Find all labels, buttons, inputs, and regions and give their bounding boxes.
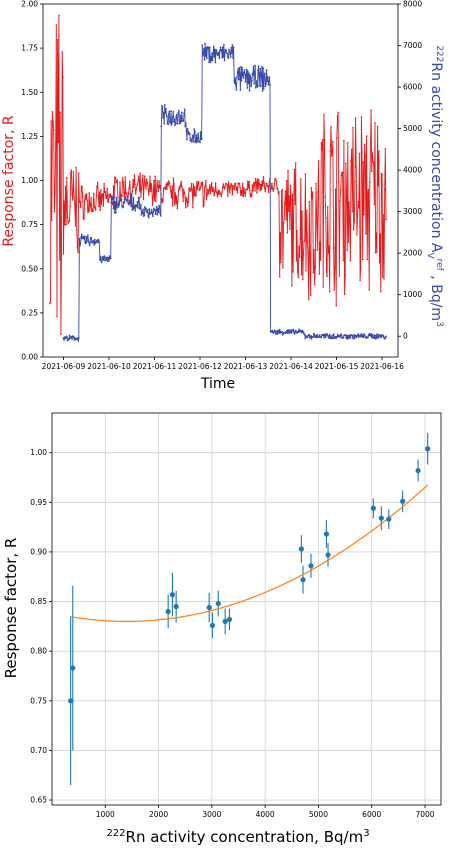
left-tick-label: 1.75: [21, 44, 38, 53]
data-point: [209, 622, 215, 628]
x-tick-label: 6000: [362, 810, 381, 819]
data-point: [386, 516, 392, 522]
data-point: [400, 498, 406, 504]
left-tick-label: 1.25: [21, 132, 38, 141]
y-tick-label: 0.80: [30, 647, 47, 656]
bottom-y-axis-label: Response factor, R: [2, 538, 20, 679]
top-right-axis: 0 1000 2000 3000 4000 5000 6000 7000 8000: [398, 0, 422, 341]
left-tick-label: 0.00: [21, 353, 38, 362]
data-point: [215, 600, 221, 607]
response-factor-series: [49, 14, 387, 335]
left-tick-label: 0.50: [21, 264, 38, 273]
data-point: [415, 467, 421, 474]
left-tick-label: 1.50: [21, 88, 38, 97]
top-right-axis-label: 222Rn activity concentration AVref , Bq/…: [425, 45, 444, 327]
data-point: [173, 603, 179, 610]
data-point: [226, 616, 233, 623]
x-tick-label: 2021-06-13: [224, 362, 268, 371]
y-tick-label: 0.65: [30, 796, 47, 805]
quadratic-fit-line: [70, 484, 429, 622]
y-tick-label: 1.00: [30, 448, 47, 457]
y-tick-label: 0.75: [30, 696, 47, 705]
calibration-scatter-chart: 1000 2000 3000 4000 5000 6000 7000 0.65 0.70 0.7…: [2, 412, 442, 846]
data-point: [70, 665, 76, 671]
x-tick-label: 7000: [415, 810, 434, 819]
x-tick-label: 2021-06-16: [360, 362, 404, 371]
left-tick-label: 0.75: [21, 220, 38, 229]
data-point: [370, 505, 376, 511]
data-point: [323, 531, 330, 537]
data-point: [298, 546, 304, 552]
data-point: [300, 577, 306, 583]
response-factor-markers: [49, 14, 387, 335]
data-point: [169, 592, 176, 598]
bottom-y-axis: 0.65 0.70 0.75 0.80 0.85 0.90 0.95 1.00: [30, 448, 52, 805]
right-tick-label: 3000: [403, 207, 422, 216]
x-tick-label: 2021-06-10: [87, 362, 131, 371]
data-point: [206, 604, 212, 611]
top-x-axis-label: Time: [200, 376, 235, 392]
right-tick-label: 6000: [403, 83, 422, 92]
x-tick-label: 2021-06-15: [315, 362, 359, 371]
data-point: [68, 698, 74, 704]
time-series-chart: 0.00 0.25 0.50 0.75 1.00 1.25 1.50 1.75 2.00 0 10…: [1, 0, 444, 392]
right-tick-label: 0: [403, 332, 408, 341]
x-tick-label: 2000: [149, 810, 168, 819]
right-tick-label: 2000: [403, 249, 422, 258]
radon-concentration-line: [63, 43, 387, 343]
right-tick-label: 5000: [403, 124, 422, 133]
top-plot-frame: [42, 3, 399, 358]
x-tick-label: 2021-06-14: [269, 362, 313, 371]
top-left-axis: 0.00 0.25 0.50 0.75 1.00 1.25 1.50 1.75 2.00: [21, 0, 43, 362]
x-tick-label: 2021-06-09: [42, 362, 86, 371]
data-point: [425, 446, 431, 452]
bottom-x-axis: 1000 2000 3000 4000 5000 6000 7000: [96, 805, 435, 819]
data-point: [325, 552, 331, 558]
right-tick-label: 4000: [403, 166, 422, 175]
y-tick-label: 0.70: [30, 746, 47, 755]
right-tick-label: 7000: [403, 41, 422, 50]
y-tick-label: 0.95: [30, 498, 47, 507]
top-x-axis: 2021-06-09 2021-06-10 2021-06-11 2021-06-12…: [42, 357, 404, 371]
x-tick-label: 3000: [202, 810, 221, 819]
x-tick-label: 2021-06-11: [133, 362, 177, 371]
data-point: [308, 563, 314, 569]
x-tick-label: 5000: [309, 810, 328, 819]
x-tick-label: 1000: [96, 810, 115, 819]
bottom-plot-frame: [51, 412, 442, 806]
radon-concentration-series: [62, 42, 388, 343]
bottom-plot-background: [52, 413, 441, 805]
right-tick-label: 1000: [403, 290, 422, 299]
right-tick-label: 8000: [403, 0, 422, 9]
top-left-axis-label: Response factor, R: [1, 115, 17, 247]
left-tick-label: 1.00: [21, 176, 38, 185]
bottom-grid: [52, 413, 441, 805]
data-point: [165, 608, 171, 615]
x-tick-label: 2021-06-12: [178, 362, 222, 371]
bottom-x-axis-label: 222Rn activity concentration, Bq/m3: [106, 828, 369, 846]
radon-concentration-markers: [62, 42, 388, 342]
y-tick-label: 0.90: [30, 547, 47, 556]
response-factor-line: [49, 15, 387, 335]
data-point: [222, 618, 228, 625]
x-tick-label: 4000: [256, 810, 275, 819]
left-tick-label: 0.25: [21, 308, 38, 317]
data-point: [378, 515, 384, 521]
y-tick-label: 0.85: [30, 597, 47, 606]
measurement-points: [68, 446, 431, 704]
left-tick-label: 2.00: [21, 0, 38, 9]
